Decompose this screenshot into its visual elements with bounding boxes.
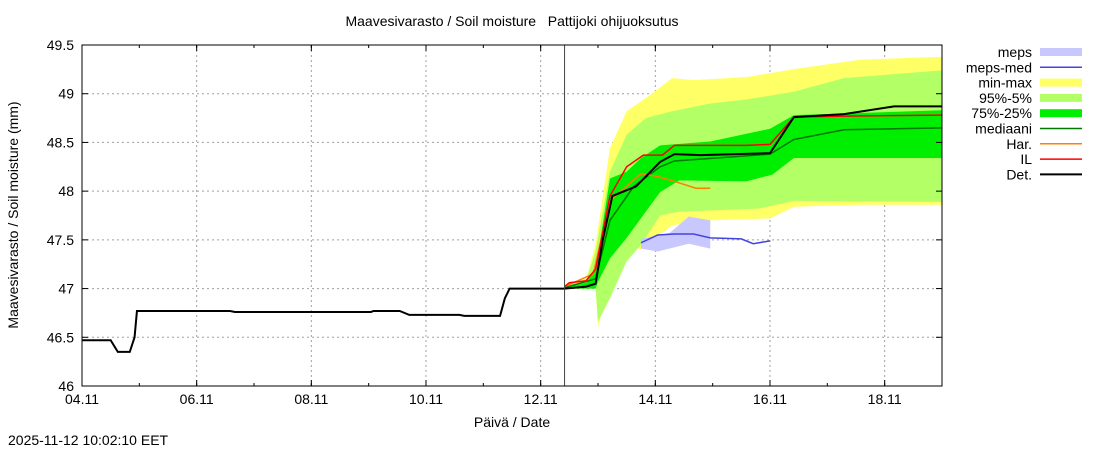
x-tick-label: 04.11: [65, 391, 99, 407]
x-tick-label: 16.11: [753, 391, 787, 407]
y-tick-label: 47.5: [47, 232, 74, 248]
x-tick-label: 12.11: [524, 391, 558, 407]
legend-swatch: [1040, 93, 1082, 102]
y-tick-label: 49.5: [47, 37, 74, 53]
legend-label: meps-med: [966, 59, 1032, 75]
y-tick-label: 46: [58, 378, 74, 394]
series-meps-med: [640, 233, 771, 245]
y-tick-label: 47: [58, 281, 74, 297]
series-det-: [82, 105, 942, 353]
legend-label: 95%-5%: [979, 90, 1032, 106]
x-tick-label: 08.11: [294, 391, 328, 407]
plot-frame: [81, 44, 943, 387]
y-tick-label: 48.5: [47, 134, 74, 150]
y-tick-label: 46.5: [47, 329, 74, 345]
legend-swatch: [1040, 109, 1082, 118]
timestamp: 2025-11-12 10:02:10 EET: [8, 432, 169, 448]
legend-label: IL: [1020, 151, 1032, 167]
x-axis-label: Päivä / Date: [474, 414, 550, 430]
legend-swatch: [1040, 48, 1082, 56]
series-mediaani: [564, 127, 943, 289]
legend-swatch: [1040, 78, 1082, 87]
legend-label: Det.: [1006, 166, 1032, 182]
legend-label: mediaani: [975, 121, 1032, 137]
x-tick-label: 06.11: [180, 391, 214, 407]
x-tick-label: 14.11: [638, 391, 672, 407]
legend-label: Har.: [1006, 136, 1032, 152]
legend-label: 75%-25%: [971, 105, 1032, 121]
y-tick-label: 49: [58, 86, 74, 102]
legend-label: min-max: [978, 75, 1032, 91]
legend-label: meps: [998, 44, 1032, 60]
x-tick-label: 18.11: [868, 391, 902, 407]
chart-title: Maavesivarasto / Soil moisture Pattijoki…: [345, 13, 678, 29]
y-axis-label: Maavesivarasto / Soil moisture (mm): [5, 101, 21, 328]
y-tick-label: 48: [58, 183, 74, 199]
x-tick-label: 10.11: [409, 391, 443, 407]
